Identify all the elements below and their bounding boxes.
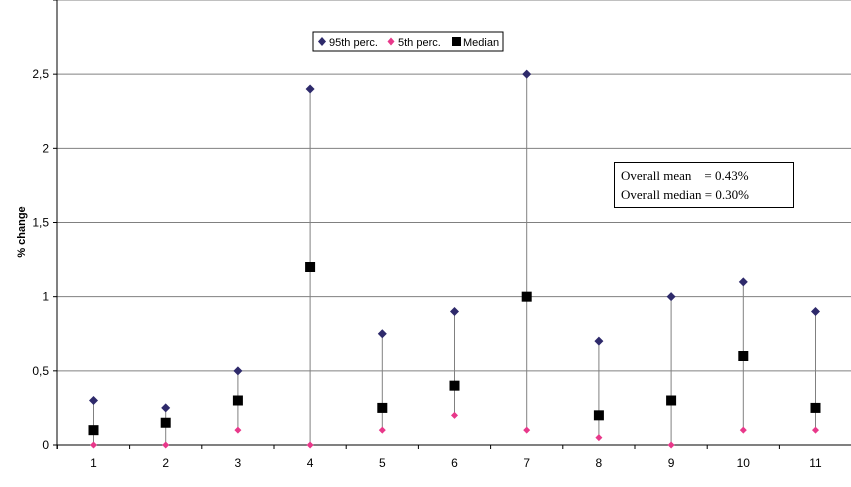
x-tick-label: 1 — [90, 456, 97, 470]
x-tick-labels: 1 2 3 4 5 6 7 8 9 10 11 — [90, 456, 822, 470]
point-median — [88, 425, 99, 436]
point-median — [160, 417, 171, 428]
axes — [53, 0, 851, 449]
y-tick-labels: 0 0,5 1 1,5 2 2,5 — [32, 67, 49, 452]
x-tick-label: 4 — [307, 456, 314, 470]
point-median — [377, 402, 388, 413]
x-tick-label: 10 — [737, 456, 751, 470]
point-95th-perc — [233, 366, 243, 376]
point-median — [305, 262, 316, 272]
legend-marker-median — [452, 37, 461, 46]
point-95th-perc — [594, 336, 604, 346]
point-95th-perc — [89, 396, 98, 405]
point-95th-perc — [161, 403, 171, 413]
y-tick-label: 1 — [42, 290, 49, 304]
point-95th-perc — [450, 307, 459, 316]
legend-marker-95th — [318, 37, 326, 46]
point-median — [738, 351, 749, 361]
point-median — [521, 291, 532, 302]
x-tick-label: 3 — [235, 456, 242, 470]
y-tick-label: 0 — [42, 438, 49, 452]
x-tick-label: 2 — [162, 456, 169, 470]
x-tick-label: 7 — [523, 456, 530, 470]
overall-median-text: Overall median = 0.30% — [621, 187, 749, 202]
point-5th-perc — [523, 426, 531, 434]
point-5th-perc — [378, 426, 386, 434]
point-95th-perc — [522, 69, 532, 79]
legend-label-5th: 5th perc. — [398, 37, 441, 49]
point-95th-perc — [811, 307, 820, 316]
point-median — [232, 395, 243, 406]
legend-box — [312, 31, 504, 52]
point-median — [666, 395, 677, 406]
x-tick-label: 9 — [668, 456, 675, 470]
point-5th-perc — [667, 441, 675, 449]
y-tick-label: 1,5 — [32, 216, 49, 230]
point-5th-perc — [739, 426, 747, 434]
y-tick-label: 2 — [42, 141, 49, 155]
point-median — [593, 410, 604, 421]
y-axis-label: % change — [16, 206, 28, 257]
point-95th-perc — [666, 292, 676, 302]
point-95th-perc — [738, 277, 748, 287]
x-tick-label: 6 — [451, 456, 458, 470]
legend-marker-5th — [387, 37, 395, 46]
point-5th-perc — [90, 441, 97, 449]
legend-label-95th: 95th perc. — [329, 37, 378, 49]
x-tick-label: 5 — [379, 456, 386, 470]
x-tick-label: 11 — [809, 456, 822, 470]
data-marks — [88, 69, 821, 449]
point-5th-perc — [162, 441, 170, 449]
point-5th-perc — [451, 411, 458, 419]
point-median — [449, 380, 460, 391]
point-5th-perc — [234, 426, 242, 434]
legend: 95th perc. 5th perc. Median — [312, 31, 504, 52]
point-5th-perc — [306, 441, 314, 449]
point-5th-perc — [812, 426, 819, 434]
point-95th-perc — [377, 329, 387, 339]
legend-label-median: Median — [463, 37, 499, 49]
point-5th-perc — [595, 434, 603, 442]
x-tick-label: 8 — [596, 456, 603, 470]
gridlines — [57, 0, 851, 372]
point-95th-perc — [305, 84, 315, 94]
overall-mean-text: Overall mean = 0.43% — [621, 168, 749, 183]
summary-annotation: Overall mean = 0.43% Overall median = 0.… — [614, 162, 794, 208]
y-tick-label: 2,5 — [32, 67, 49, 81]
point-median — [810, 402, 821, 413]
y-tick-label: 0,5 — [32, 364, 49, 378]
